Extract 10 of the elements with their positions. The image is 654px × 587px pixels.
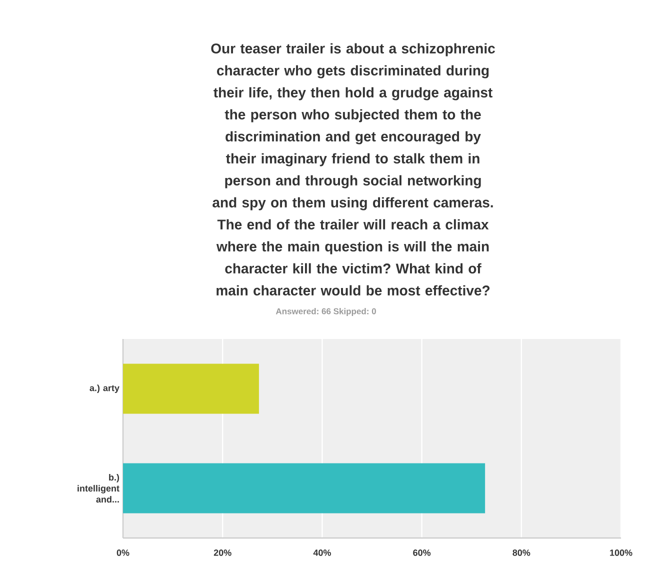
x-tick-label: 80% [512,550,530,556]
y-tick-label: a.) arty [90,384,120,393]
y-tick-label: b.) intelligent and... [78,474,120,503]
x-tick-label: 60% [413,550,431,556]
chart-subtitle: Answered: 66 Skipped: 0 [276,308,376,316]
x-tick-label: 0% [116,550,130,556]
chart-title: Our teaser trailer is about a schizophrenic character who gets discriminated during their life, they then hold a grudge against the person who subjected them to the discrimination and get encouraged by their imaginary friend to stalk them in person and through social networking and spy on them using different cameras. The end of the trailer will reach a climax where the main question is will the main character kill the victim? What kind of main character would be most effective? [211,43,495,296]
x-tick-label: 40% [313,550,331,556]
x-tick-label: 100% [610,550,632,556]
x-tick-label: 20% [214,550,232,556]
